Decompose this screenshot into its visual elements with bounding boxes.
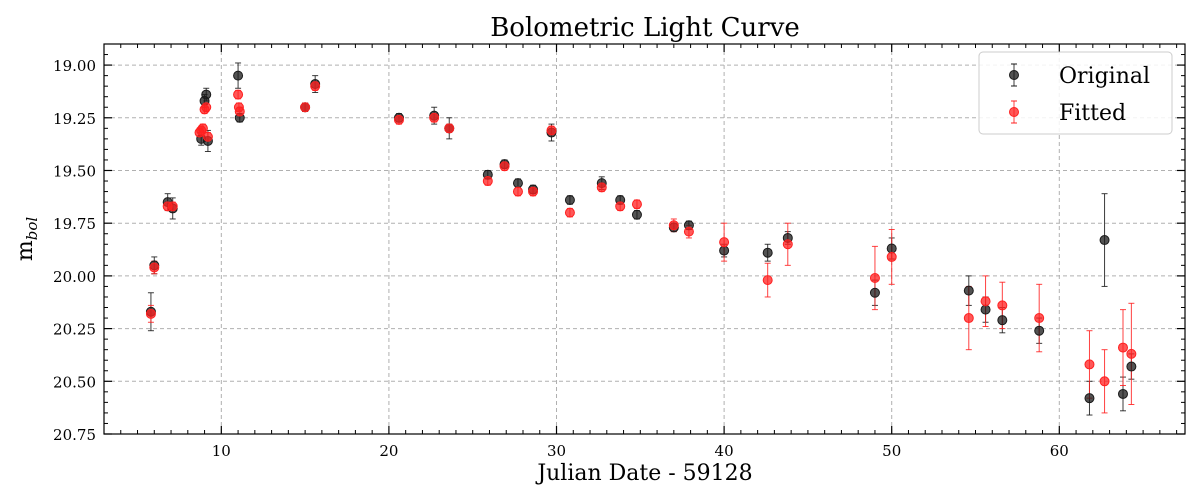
original-point [631,209,642,220]
x-tick-label: 40 [715,442,734,460]
fitted-point [1117,342,1128,353]
original-point [886,243,897,254]
original-point [1099,235,1110,246]
legend-original-marker [1009,70,1019,80]
fitted-point [886,251,897,262]
legend: Original Fitted [978,51,1173,135]
fitted-point [145,308,156,319]
fitted-point [482,176,493,187]
original-point [869,287,880,298]
fitted-point [1099,376,1110,387]
fitted-point [782,239,793,250]
fitted-point [546,125,557,136]
y-tick-label: 20.25 [53,321,96,339]
legend-entries: Original Fitted [1009,63,1150,126]
y-tick-label: 19.50 [53,162,96,180]
fitted-point [528,186,539,197]
original-point [980,304,991,315]
x-tick-label: 20 [379,442,398,460]
original-point [719,245,730,256]
legend-frame [978,51,1173,135]
fitted-point [310,81,321,92]
x-tick-label: 10 [212,442,231,460]
fitted-point [564,207,575,218]
fitted-point [201,102,212,113]
y-tick-label: 19.00 [53,57,96,75]
y-tick-label: 20.00 [53,268,96,286]
original-point [1034,325,1045,336]
fitted-point [202,131,213,142]
y-tick-label: 19.75 [53,215,96,233]
legend-fitted-marker [1009,107,1019,117]
fitted-point [300,102,311,113]
y-axis-title: mbol [13,217,41,262]
grid-lines [104,44,1185,434]
original-point [201,89,212,100]
y-axis-title-main: m [13,240,38,261]
original-point [512,178,523,189]
fitted-point [683,226,694,237]
fitted-point [512,186,523,197]
y-axis-title-sub: bol [23,217,41,241]
tick-labels: 10 20 30 40 50 60 19.00 19.25 19.50 19.75 20.00 20.… [53,57,1069,460]
fitted-point [997,300,1008,311]
fitted-point [233,89,244,100]
fitted-point [444,123,455,134]
fitted-point [615,201,626,212]
fitted-point [149,262,160,273]
fitted-point [1034,313,1045,324]
fitted-point [668,220,679,231]
y-tick-label: 20.50 [53,373,96,391]
fitted-point [393,114,404,125]
legend-original-label: Original [1059,64,1150,89]
x-axis-title: Julian Date - 59128 [535,461,752,486]
original-point [762,247,773,258]
y-tick-label: 20.75 [53,426,96,444]
fitted-point [167,201,178,212]
x-tick-label: 50 [882,442,901,460]
original-point [1084,393,1095,404]
axis-ticks [103,43,1185,435]
fitted-point [1084,359,1095,370]
original-point [233,70,244,81]
data-points [145,70,1137,404]
fitted-point [499,161,510,172]
fitted-point [631,199,642,210]
fitted-point [980,296,991,307]
fitted-point [429,112,440,123]
x-tick-label: 30 [547,442,566,460]
fitted-point [596,182,607,193]
legend-fitted-label: Fitted [1059,101,1126,126]
fitted-point [963,313,974,324]
fitted-point [719,237,730,248]
fitted-point [869,273,880,283]
original-point [564,195,575,205]
original-point [1117,388,1128,399]
original-point [963,285,974,296]
chart-title: Bolometric Light Curve [490,13,800,43]
fitted-point [1126,348,1137,359]
fitted-point [197,123,208,134]
plot-frame [103,43,1186,435]
y-tick-label: 19.25 [53,110,96,128]
original-point [1126,361,1137,372]
fitted-point [762,275,773,286]
x-tick-label: 60 [1050,442,1069,460]
fitted-point [234,106,245,117]
original-point [997,315,1008,326]
